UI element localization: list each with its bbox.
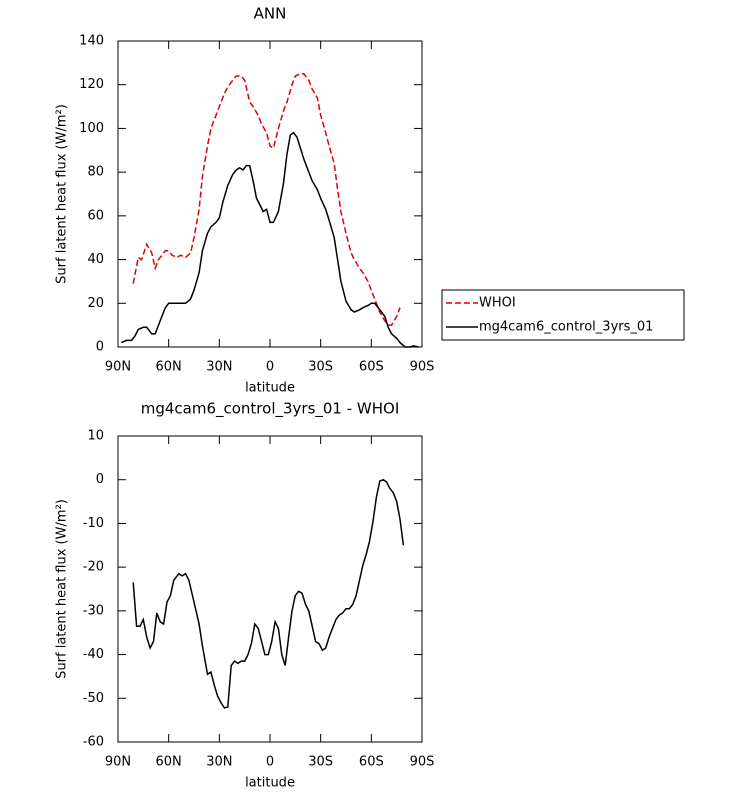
x-axis-label: latitude — [245, 776, 295, 791]
y-tick-label: 140 — [79, 34, 104, 49]
chart-title: ANN — [254, 5, 287, 23]
y-tick-label: -40 — [83, 647, 104, 662]
legend-box — [441, 289, 685, 341]
series-line — [121, 131, 419, 348]
y-tick-label: -30 — [83, 603, 104, 618]
x-tick-label: 30S — [308, 360, 333, 375]
x-tick-label: 60S — [359, 360, 384, 375]
legend-label: mg4cam6_control_3yrs_01 — [479, 320, 653, 335]
y-tick-label: 120 — [79, 77, 104, 92]
y-tick-label: 0 — [96, 472, 104, 487]
x-tick-label: 30N — [206, 360, 232, 375]
y-axis-label: Surf latent heat flux (W/m²) — [55, 499, 70, 679]
y-tick-label: 100 — [79, 121, 104, 136]
x-tick-label: 90N — [105, 755, 131, 770]
y-tick-label: -50 — [83, 691, 104, 706]
y-tick-label: -20 — [83, 560, 104, 575]
x-tick-label: 90S — [410, 755, 435, 770]
x-tick-label: 60N — [156, 360, 182, 375]
x-tick-label: 60N — [156, 755, 182, 770]
x-tick-label: 90N — [105, 360, 131, 375]
y-tick-label: -10 — [83, 516, 104, 531]
y-tick-label: 40 — [87, 252, 104, 267]
plot-frame — [117, 435, 423, 743]
y-tick-label: 10 — [87, 429, 104, 444]
series-line — [132, 478, 405, 709]
x-tick-label: 60S — [359, 755, 384, 770]
x-tick-label: 0 — [266, 755, 274, 770]
x-tick-label: 0 — [266, 360, 274, 375]
x-tick-label: 30N — [206, 755, 232, 770]
plot-frame — [117, 40, 423, 348]
chart-title: mg4cam6_control_3yrs_01 - WHOI — [141, 400, 400, 419]
y-tick-label: 0 — [96, 340, 104, 355]
y-tick-label: 60 — [87, 208, 104, 223]
x-tick-label: 90S — [410, 360, 435, 375]
legend-label: WHOI — [479, 296, 516, 311]
y-tick-label: 80 — [87, 165, 104, 180]
y-tick-label: 20 — [87, 296, 104, 311]
y-axis-label: Surf latent heat flux (W/m²) — [55, 104, 70, 284]
series-line — [132, 73, 401, 326]
x-axis-label: latitude — [245, 381, 295, 396]
x-tick-label: 30S — [308, 755, 333, 770]
y-tick-label: -60 — [83, 735, 104, 750]
